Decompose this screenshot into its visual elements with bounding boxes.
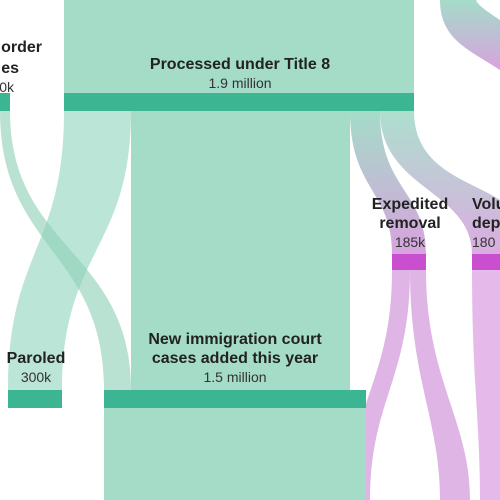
- node-label: cases added this year: [152, 350, 318, 367]
- node-label: Processed under Title 8: [150, 56, 330, 73]
- flow: [64, 0, 414, 93]
- node-bar: [392, 254, 426, 270]
- node-bars: [0, 93, 500, 408]
- node-label: Expedited: [372, 196, 448, 213]
- node-bar: [64, 93, 414, 111]
- node-value: 300k: [21, 369, 52, 385]
- flow: [440, 0, 500, 70]
- node-value: 1.5 million: [203, 369, 266, 385]
- flow: [380, 111, 500, 254]
- node-label: Volu: [472, 196, 500, 213]
- node-bar: [8, 390, 62, 408]
- node-bar: [104, 390, 366, 408]
- node-value: 180: [472, 234, 496, 250]
- flow: [131, 111, 350, 390]
- node-label: order: [1, 39, 42, 56]
- flow: [410, 270, 470, 500]
- labels: order es 0k Processed under Title 8 1.9 …: [0, 39, 500, 385]
- flow: [350, 111, 426, 254]
- node-label: es: [1, 60, 19, 77]
- node-label: dep: [472, 215, 500, 232]
- node-value: 1.9 million: [208, 75, 271, 91]
- flow: [104, 408, 366, 500]
- node-value: 0k: [0, 79, 15, 95]
- node-label: removal: [379, 215, 440, 232]
- node-bar: [472, 254, 500, 270]
- node-label: Paroled: [7, 350, 66, 367]
- node-bar: [0, 93, 10, 111]
- flow: [0, 111, 131, 390]
- node-value: 185k: [395, 234, 426, 250]
- flow: [472, 270, 500, 500]
- node-label: New immigration court: [148, 331, 322, 348]
